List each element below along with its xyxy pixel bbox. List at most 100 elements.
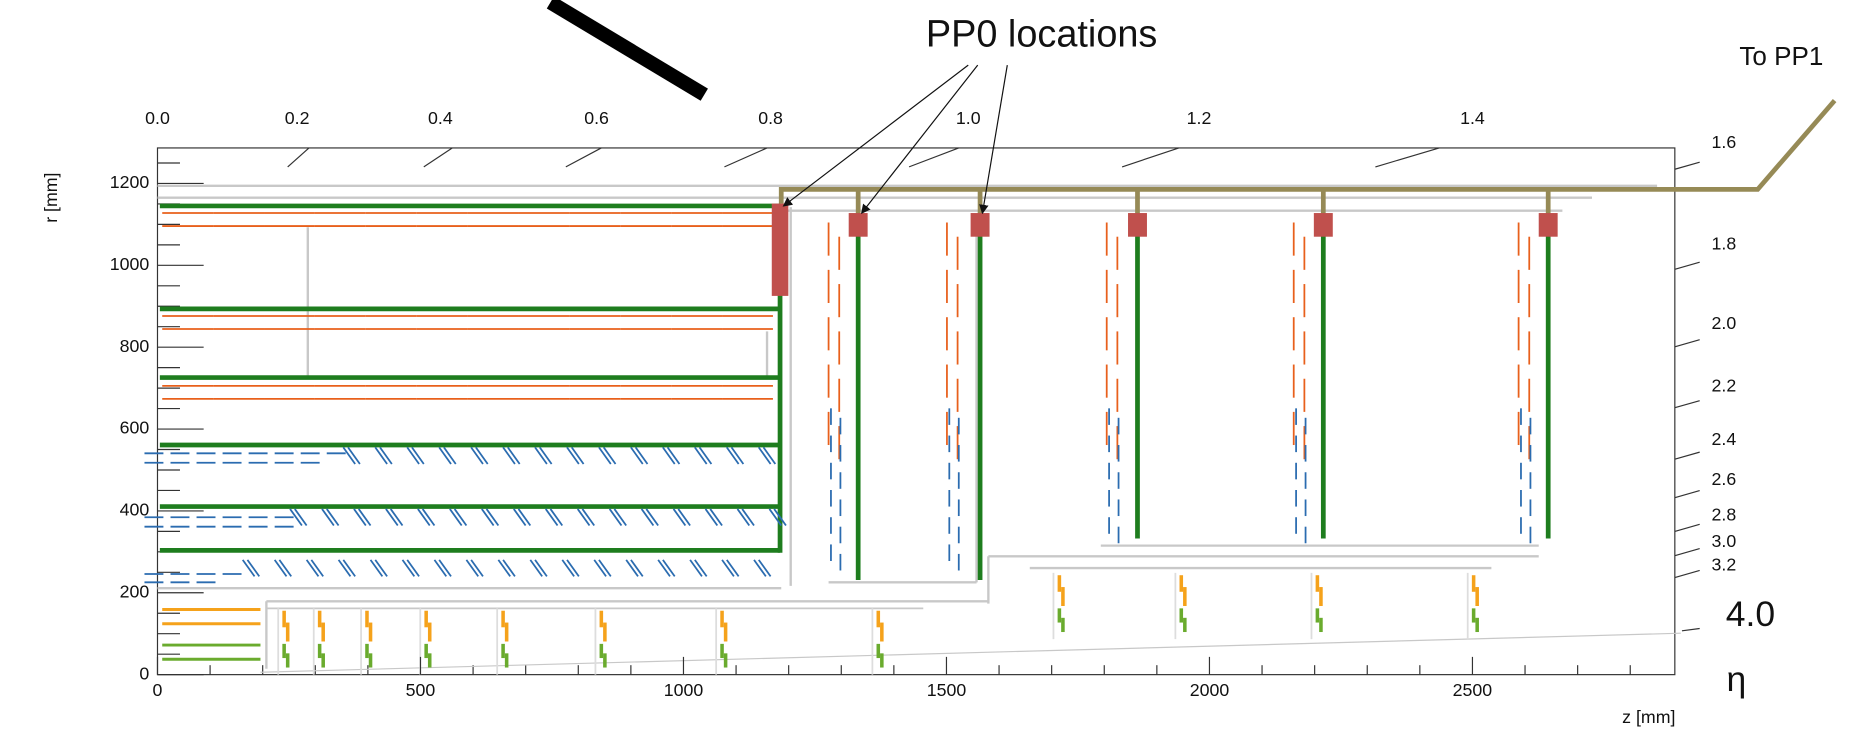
eta-right-label: 1.8 [1712, 234, 1737, 254]
pp0-box [848, 213, 868, 237]
pixel-module [561, 559, 575, 577]
pixel-module [625, 559, 639, 577]
eta-big-label: 4.0 [1726, 594, 1775, 634]
pixel-module [630, 559, 644, 577]
pixel-module [241, 559, 256, 577]
y-tick-label: 1200 [110, 172, 150, 192]
pixel-module [608, 508, 623, 527]
pixel-module [374, 446, 388, 465]
pixel-module [662, 446, 676, 465]
pixel-module [566, 559, 580, 577]
pixel-module [576, 508, 591, 527]
eta-top-tick [908, 147, 959, 168]
pixel-module [544, 508, 559, 527]
x-tick-label: 1000 [664, 680, 704, 700]
pixel-module [453, 508, 468, 527]
pixel-module [721, 559, 735, 577]
eta-right-tick [1674, 490, 1700, 499]
y-tick-label: 600 [120, 418, 150, 438]
pixel-module [694, 559, 708, 577]
eta-top-label: 0.8 [758, 108, 783, 128]
eta-top-label: 1.0 [956, 108, 981, 128]
pixel-module [662, 559, 676, 577]
eta-top-label: 0.6 [584, 108, 609, 128]
pixel-module [326, 508, 340, 527]
pixel-module [438, 446, 452, 465]
y-tick-label: 200 [120, 581, 150, 601]
pixel-module [278, 559, 292, 577]
eta-right-tick [1674, 161, 1700, 170]
pixel-module [417, 508, 431, 527]
pp0-box [970, 213, 990, 237]
pixel-module [507, 446, 521, 465]
eta-right-label: 2.4 [1712, 429, 1737, 449]
x-tick-label: 0 [153, 680, 163, 700]
pixel-module [389, 508, 404, 527]
pixel-module [485, 508, 500, 527]
eta-right-label: 3.2 [1712, 554, 1737, 574]
x-tick-label: 1500 [927, 680, 967, 700]
pixel-module [273, 559, 288, 577]
eta-top-tick [1375, 147, 1440, 168]
eta-right-label: 2.0 [1712, 313, 1737, 333]
pointer-bar [546, 0, 708, 101]
detector-elements [144, 99, 1837, 675]
pp0-box [1313, 213, 1333, 237]
x-tick-label: 2000 [1190, 680, 1230, 700]
pixel-module [593, 559, 607, 577]
pixel-module [310, 559, 324, 577]
pixel-module [768, 508, 782, 527]
pixel-module [753, 559, 767, 577]
pixel-module [762, 446, 777, 465]
pp0-label: PP0 locations [926, 14, 1158, 56]
pixel-module [470, 446, 484, 465]
y-tick-label: 0 [139, 663, 149, 683]
pixel-module [347, 446, 361, 465]
pixel-module [672, 508, 687, 527]
pp0-arrow [979, 64, 1008, 215]
pixel-module [357, 508, 372, 527]
pp0-box [1538, 213, 1558, 237]
pixel-module [666, 446, 681, 465]
pixel-module [694, 446, 708, 465]
pixel-module [657, 559, 671, 577]
eta-top-label: 0.2 [285, 108, 310, 128]
pixel-module [401, 559, 416, 577]
pixel-module [421, 508, 436, 527]
x-axis-label: z [mm] [1622, 707, 1675, 727]
pixel-module [294, 508, 308, 527]
pixel-module [539, 446, 553, 465]
pixel-module [443, 446, 457, 465]
y-tick-label: 400 [120, 500, 150, 520]
pixel-module [698, 446, 713, 465]
pixel-module [645, 508, 659, 527]
pixel-module [602, 446, 617, 465]
pixel-module [534, 446, 548, 465]
eta-right-label: 1.6 [1712, 132, 1737, 152]
eta-right-tick [1674, 400, 1700, 409]
pixel-module [385, 508, 399, 527]
pixel-module [337, 559, 352, 577]
eta-top-label: 0.4 [428, 108, 453, 128]
pp0-arrow [782, 64, 969, 207]
pixel-module [513, 508, 527, 527]
plot-frame [156, 147, 1676, 676]
pixel-module [726, 559, 740, 577]
pixel-module [529, 559, 543, 577]
pixel-module [630, 446, 644, 465]
pixel-module [709, 508, 723, 527]
pixel-module [689, 559, 703, 577]
eta-top-tick [565, 147, 602, 168]
pixel-module [497, 559, 511, 577]
eta-right-tick [1674, 523, 1700, 532]
x-tick-label: 2500 [1453, 680, 1493, 700]
eta-right-label: 2.8 [1712, 505, 1737, 525]
pixel-module [438, 559, 452, 577]
eta-symbol: η [1727, 659, 1747, 699]
eta-top-tick [1121, 147, 1180, 168]
pixel-module [549, 508, 563, 527]
eta-top-tick [724, 147, 768, 168]
pixel-module [730, 446, 745, 465]
pixel-module [634, 446, 649, 465]
